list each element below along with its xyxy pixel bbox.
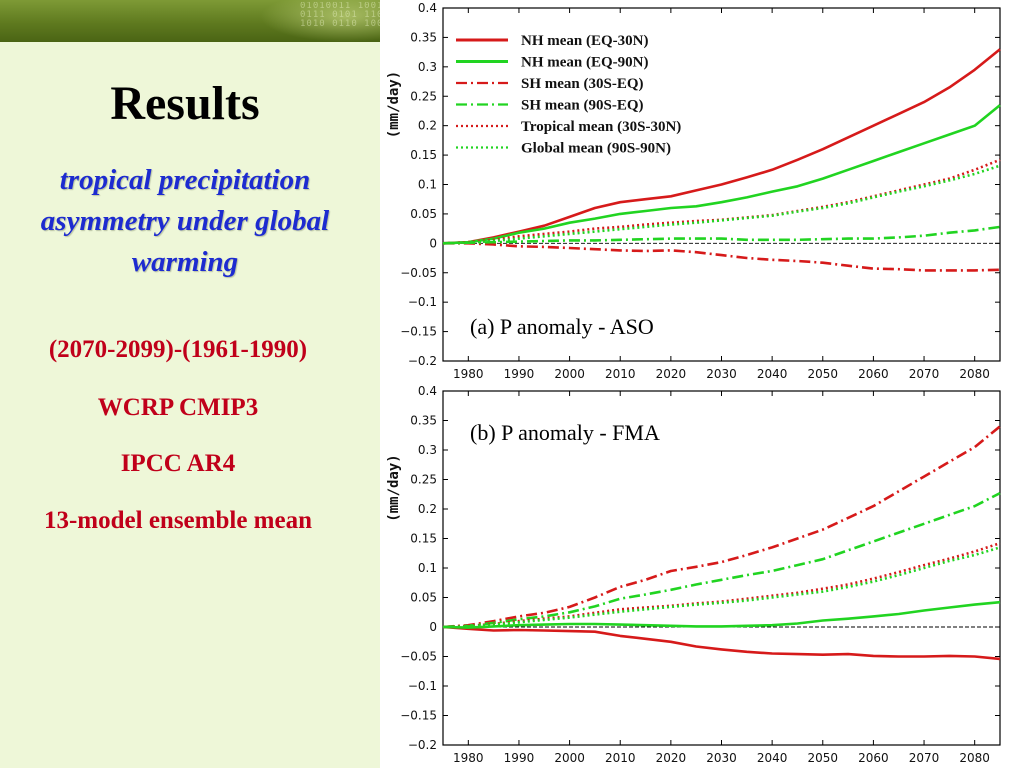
- y-tick-label: 0.2: [418, 502, 437, 516]
- report-info: IPCC AR4: [120, 450, 236, 477]
- y-tick-label: −0.05: [400, 266, 437, 280]
- y-tick-label: 0.35: [410, 414, 437, 428]
- x-tick-label: 2000: [554, 751, 585, 765]
- x-tick-label: 2080: [959, 751, 990, 765]
- dataset-info: WCRP CMIP3: [97, 394, 259, 421]
- y-tick-label: −0.1: [408, 679, 437, 693]
- y-tick-label: −0.15: [400, 709, 437, 723]
- chart-figure: −0.2 −0.15 −0.1 −0.05 0 0.05 0.1 0.15 0.2 0.25 0.3…: [380, 0, 1024, 768]
- chart-panel: −0.2 −0.15 −0.1 −0.05 0 0.05 0.1 0.15 0.2 0.25 0.3…: [386, 384, 1001, 765]
- series-line: [442, 491, 1001, 629]
- x-tick-label: 1990: [504, 367, 535, 381]
- x-tick-label: 2020: [656, 367, 687, 381]
- series-line: [443, 242, 1001, 272]
- legend-label: NH mean (EQ-30N): [521, 33, 649, 49]
- legend-label: SH mean (90S-EQ): [521, 98, 644, 114]
- y-tick-label: 0.4: [418, 384, 437, 398]
- y-tick-label: 0.15: [410, 148, 437, 162]
- x-tick-label: 2020: [656, 751, 687, 765]
- subtitle-line: warming: [131, 246, 239, 278]
- x-tick-label: 2010: [605, 751, 636, 765]
- legend-label: Tropical mean (30S-30N): [521, 119, 681, 135]
- series-line: [442, 104, 1001, 245]
- y-tick-label: −0.1: [408, 295, 437, 309]
- y-tick-label: 0: [429, 620, 437, 634]
- y-tick-label: −0.2: [408, 354, 437, 368]
- x-tick-label: 1980: [453, 751, 484, 765]
- y-axis-label: (mm/day): [386, 454, 402, 521]
- ensemble-info: 13-model ensemble mean: [43, 507, 313, 534]
- x-tick-label: 2010: [605, 367, 636, 381]
- y-tick-label: −0.05: [400, 650, 437, 664]
- y-tick-label: 0.15: [410, 532, 437, 546]
- y-tick-label: 0.4: [418, 1, 437, 15]
- y-tick-label: 0.25: [410, 89, 437, 103]
- x-tick-label: 2060: [858, 751, 889, 765]
- chart-panel: −0.2 −0.15 −0.1 −0.05 0 0.05 0.1 0.15 0.2 0.25 0.3…: [386, 1, 1001, 381]
- series-line: [442, 48, 1001, 245]
- y-tick-label: 0.3: [418, 60, 437, 74]
- series-line: [442, 600, 1001, 629]
- x-tick-label: 2040: [757, 367, 788, 381]
- y-tick-label: 0: [429, 236, 437, 250]
- x-tick-label: 2050: [807, 367, 838, 381]
- x-tick-label: 2040: [757, 751, 788, 765]
- x-tick-label: 2050: [807, 751, 838, 765]
- legend-label: Global mean (90S-90N): [521, 141, 671, 157]
- x-tick-label: 2070: [909, 367, 940, 381]
- y-tick-label: 0.05: [410, 591, 437, 605]
- y-tick-label: 0.25: [410, 473, 437, 487]
- slide-subtitle: tropical precipitation asymmetry under g…: [4, 160, 366, 283]
- series-line: [442, 625, 1001, 661]
- panel-annotation: (b) P anomaly - FMA: [470, 420, 660, 445]
- y-tick-label: −0.2: [408, 738, 437, 752]
- plot-area: [442, 390, 1001, 746]
- legend-label: SH mean (30S-EQ): [521, 76, 644, 92]
- slide-title: Results: [110, 77, 260, 130]
- legend-label: NH mean (EQ-90N): [521, 55, 649, 71]
- x-tick-label: 1990: [504, 751, 535, 765]
- x-tick-label: 2030: [706, 751, 737, 765]
- panel-annotation: (a) P anomaly - ASO: [470, 314, 654, 339]
- period-info: (2070-2099)-(1961-1990): [48, 336, 308, 363]
- y-axis-label: (mm/day): [386, 71, 402, 138]
- precip-anomaly-charts: −0.2 −0.15 −0.1 −0.05 0 0.05 0.1 0.15 0.2 0.25 0.3…: [386, 1, 1001, 765]
- y-tick-label: 0.1: [418, 178, 437, 192]
- banner-binary-pattern: 01010011 1001 0111 0101 1100 1010 0110 1…: [300, 2, 390, 29]
- x-tick-label: 2000: [554, 367, 585, 381]
- x-tick-label: 2070: [909, 751, 940, 765]
- y-tick-label: 0.05: [410, 207, 437, 221]
- subtitle-line: tropical precipitation: [59, 164, 311, 196]
- y-tick-label: 0.2: [418, 119, 437, 133]
- subtitle-line: asymmetry under global: [40, 205, 330, 237]
- x-tick-label: 2030: [706, 367, 737, 381]
- x-tick-label: 2060: [858, 367, 889, 381]
- left-text-panel: Results tropical precipitation asymmetry…: [0, 42, 370, 768]
- y-tick-label: 0.1: [418, 561, 437, 575]
- x-tick-label: 1980: [453, 367, 484, 381]
- y-tick-label: 0.35: [410, 30, 437, 44]
- y-tick-label: 0.3: [418, 443, 437, 457]
- y-tick-label: −0.15: [400, 325, 437, 339]
- series-line: [442, 225, 1001, 245]
- series-line: [442, 425, 1001, 629]
- x-tick-label: 2080: [959, 367, 990, 381]
